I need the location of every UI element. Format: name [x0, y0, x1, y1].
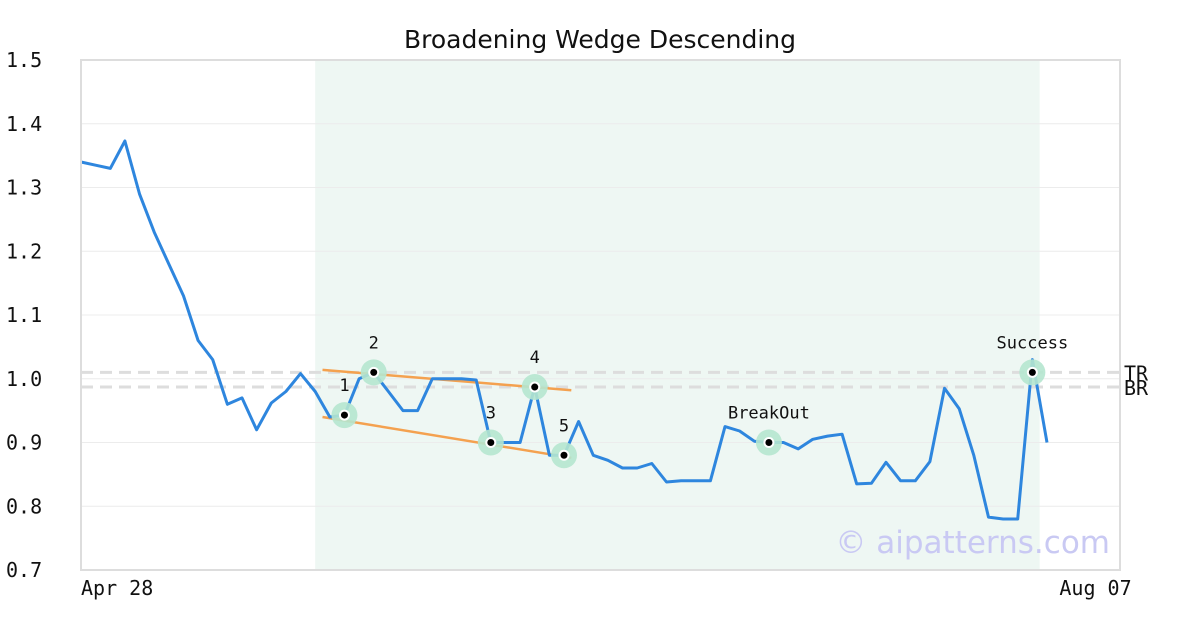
trendline — [322, 415, 572, 460]
x-tick-label: Apr 28 — [81, 576, 153, 600]
plot-frame — [80, 59, 1121, 571]
marker-dot — [531, 383, 539, 391]
watermark: © aipatterns.com — [835, 525, 1110, 561]
marker-dot — [370, 368, 378, 376]
y-tick-label: 1.3 — [6, 176, 42, 200]
x-tick-label: Aug 07 — [1059, 576, 1131, 600]
marker-dot — [1028, 368, 1036, 376]
y-tick-label: 1.4 — [6, 112, 42, 136]
y-tick-label: 0.8 — [6, 494, 42, 518]
y-tick-label: 1.1 — [6, 303, 42, 327]
marker-dot — [560, 451, 568, 459]
marker-dot — [487, 439, 495, 446]
annotation-label: 5 — [559, 416, 569, 436]
annotation-label: 1 — [339, 376, 349, 396]
reference-label: BR — [1124, 376, 1149, 400]
annotation-label: 4 — [530, 348, 540, 368]
y-tick-label: 1.5 — [6, 48, 42, 72]
y-tick-label: 1.0 — [6, 367, 42, 391]
y-tick-label: 1.2 — [6, 239, 42, 263]
y-tick-label: 0.7 — [6, 558, 42, 582]
marker-dot — [765, 439, 773, 446]
annotation-label: 3 — [486, 404, 496, 424]
annotation-label: BreakOut — [728, 404, 810, 424]
annotation-label: 2 — [369, 333, 379, 353]
annotation-label: Success — [997, 333, 1069, 353]
marker-dot — [340, 411, 348, 419]
y-tick-label: 0.9 — [6, 431, 42, 455]
reference-label: TR — [1124, 361, 1149, 385]
chart-title: Broadening Wedge Descending — [404, 25, 796, 54]
